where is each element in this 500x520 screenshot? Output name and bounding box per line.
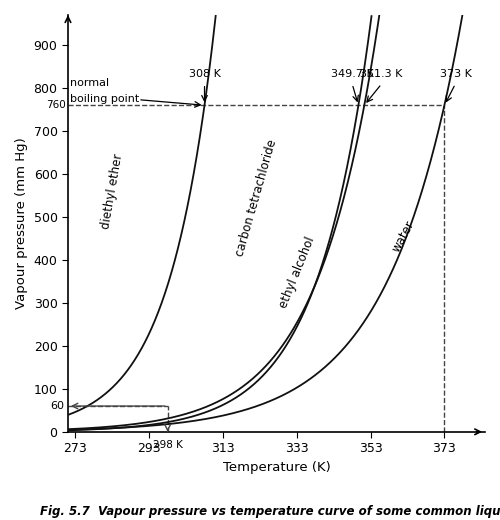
Text: 351.3 K: 351.3 K	[360, 70, 403, 80]
Text: boiling point: boiling point	[70, 95, 139, 105]
Text: water: water	[390, 218, 417, 254]
Text: 373 K: 373 K	[440, 70, 472, 80]
Text: 308 K: 308 K	[188, 70, 220, 80]
Text: Fig. 5.7  Vapour pressure vs temperature curve of some common liquids.: Fig. 5.7 Vapour pressure vs temperature …	[40, 505, 500, 518]
Text: normal: normal	[70, 78, 109, 88]
Text: diethyl ether: diethyl ether	[99, 152, 126, 230]
Text: carbon tetrachloride: carbon tetrachloride	[234, 138, 279, 257]
Text: ethyl alcohol: ethyl alcohol	[276, 235, 317, 310]
X-axis label: Temperature (K): Temperature (K)	[222, 461, 330, 474]
Text: 349.7 K: 349.7 K	[331, 70, 374, 80]
Text: 298 K: 298 K	[152, 439, 182, 450]
Text: 60: 60	[50, 401, 64, 411]
Text: 760: 760	[46, 100, 66, 110]
Y-axis label: Vapour pressure (mm Hg): Vapour pressure (mm Hg)	[15, 137, 28, 309]
